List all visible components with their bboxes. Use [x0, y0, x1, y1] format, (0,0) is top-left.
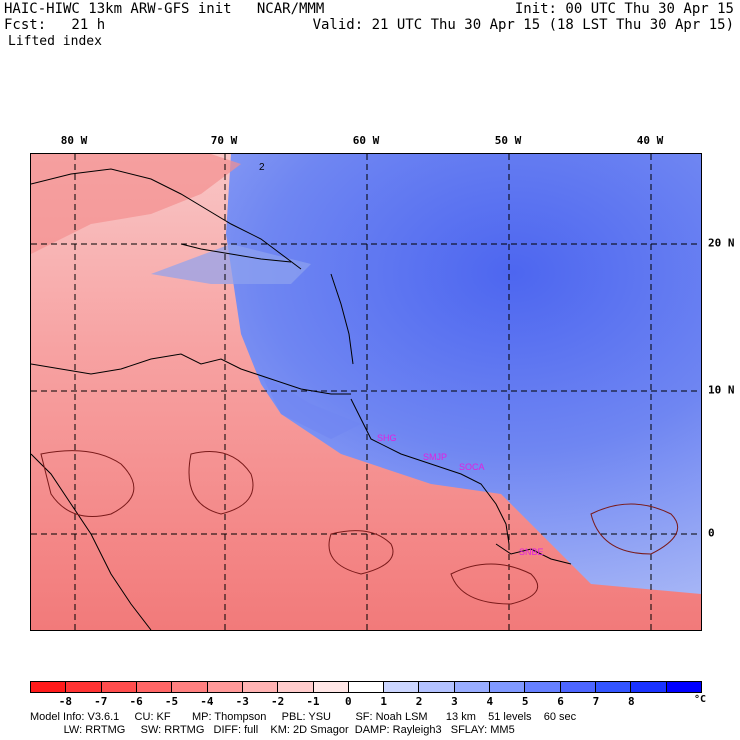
lon-label-80w: 80 W: [60, 134, 88, 147]
colorbar-swatch: [278, 682, 314, 692]
lon-label-70w: 70 W: [210, 134, 238, 147]
colorbar-swatch: [384, 682, 420, 692]
colorbar-tick-label: -7: [94, 695, 108, 708]
gulf-unstable-band: [31, 154, 241, 254]
colorbar-swatch: [454, 682, 491, 692]
coastlines: [30, 168, 572, 631]
colorbar-tick-label: -2: [270, 695, 285, 708]
colorbar-tick-label: -3: [235, 695, 249, 708]
valid-time: Valid: 21 UTC Thu 30 Apr 15 (18 LST Thu …: [312, 17, 734, 33]
colorbar-swatch: [348, 682, 385, 692]
colorbar-swatch: [242, 682, 279, 692]
colorbar-tick-label: 6: [557, 695, 564, 708]
colorbar-unit: °C: [694, 694, 707, 705]
colorbar-tick-label: 7: [592, 695, 600, 708]
colorbar-tick-label: -4: [200, 695, 214, 708]
lat-label-20n: 20 N: [708, 236, 735, 250]
contours: [40, 450, 679, 605]
lifted-index-map: 2 SHG SMJP SOCA SNBE: [30, 153, 702, 631]
colorbar-tick-label: -6: [129, 695, 143, 708]
init-time: Init: 00 UTC Thu 30 Apr 15: [514, 1, 734, 17]
model-info-line-2: LW: RRTMG SW: RRTMG DIFF: full KM: 2D Sm…: [30, 724, 515, 736]
caribbean-blue-patch: [151, 244, 311, 284]
station-markers: SHG SMJP SOCA SNBE: [377, 433, 544, 557]
station-soca: SOCA: [459, 462, 485, 472]
colorbar-tick-label: -8: [58, 695, 72, 708]
colorbar-tick-label: -1: [306, 695, 320, 708]
model-info-line-1: Model Info: V3.6.1 CU: KF MP: Thompson P…: [30, 711, 577, 723]
colorbar-tick-label: -5: [164, 695, 179, 708]
station-smjp: SMJP: [423, 452, 447, 462]
colorbar-swatch: [596, 682, 632, 692]
colorbar: [30, 681, 702, 693]
forecast-hour: Fcst: 21 h: [4, 17, 106, 33]
colorbar-tick-label: 0: [345, 695, 352, 708]
map-canvas: 2 SHG SMJP SOCA SNBE: [30, 154, 701, 631]
colorbar-swatch: [207, 682, 243, 692]
field-name: Lifted index: [8, 34, 102, 49]
lon-label-60w: 60 W: [352, 134, 380, 147]
lon-label-50w: 50 W: [494, 134, 522, 147]
contour-label: 2: [259, 162, 265, 173]
colorbar-swatch: [419, 682, 455, 692]
colorbar-tick-label: 5: [521, 695, 529, 708]
colorbar-tick-label: 1: [380, 695, 387, 708]
colorbar-swatch: [525, 682, 561, 692]
colorbar-swatch: [136, 682, 173, 692]
colorbar-tick-label: 3: [451, 695, 458, 708]
colorbar-swatch: [560, 682, 596, 692]
colorbar-swatch: [490, 682, 526, 692]
offshore-blue-patch: [261, 374, 361, 439]
colorbar-swatch: [666, 682, 701, 692]
lat-label-10n: 10 N: [708, 383, 735, 397]
colorbar-swatch: [172, 682, 208, 692]
colorbar-tick-label: 2: [415, 695, 423, 708]
station-snbe: SNBE: [519, 547, 544, 557]
station-shg: SHG: [377, 433, 397, 443]
colorbar-tick-label: 4: [486, 695, 494, 708]
colorbar-swatch: [66, 682, 102, 692]
colorbar-tick-label: 8: [627, 695, 635, 708]
colorbar-swatch: [101, 682, 137, 692]
colorbar-swatch: [313, 682, 349, 692]
model-title: HAIC-HIWC 13km ARW-GFS init NCAR/MMM: [4, 1, 325, 17]
colorbar-swatch: [631, 682, 667, 692]
colorbar-swatch: [31, 682, 67, 692]
lon-label-40w: 40 W: [636, 134, 664, 147]
graticule: [31, 154, 701, 630]
lat-label-0: 0: [708, 526, 715, 540]
